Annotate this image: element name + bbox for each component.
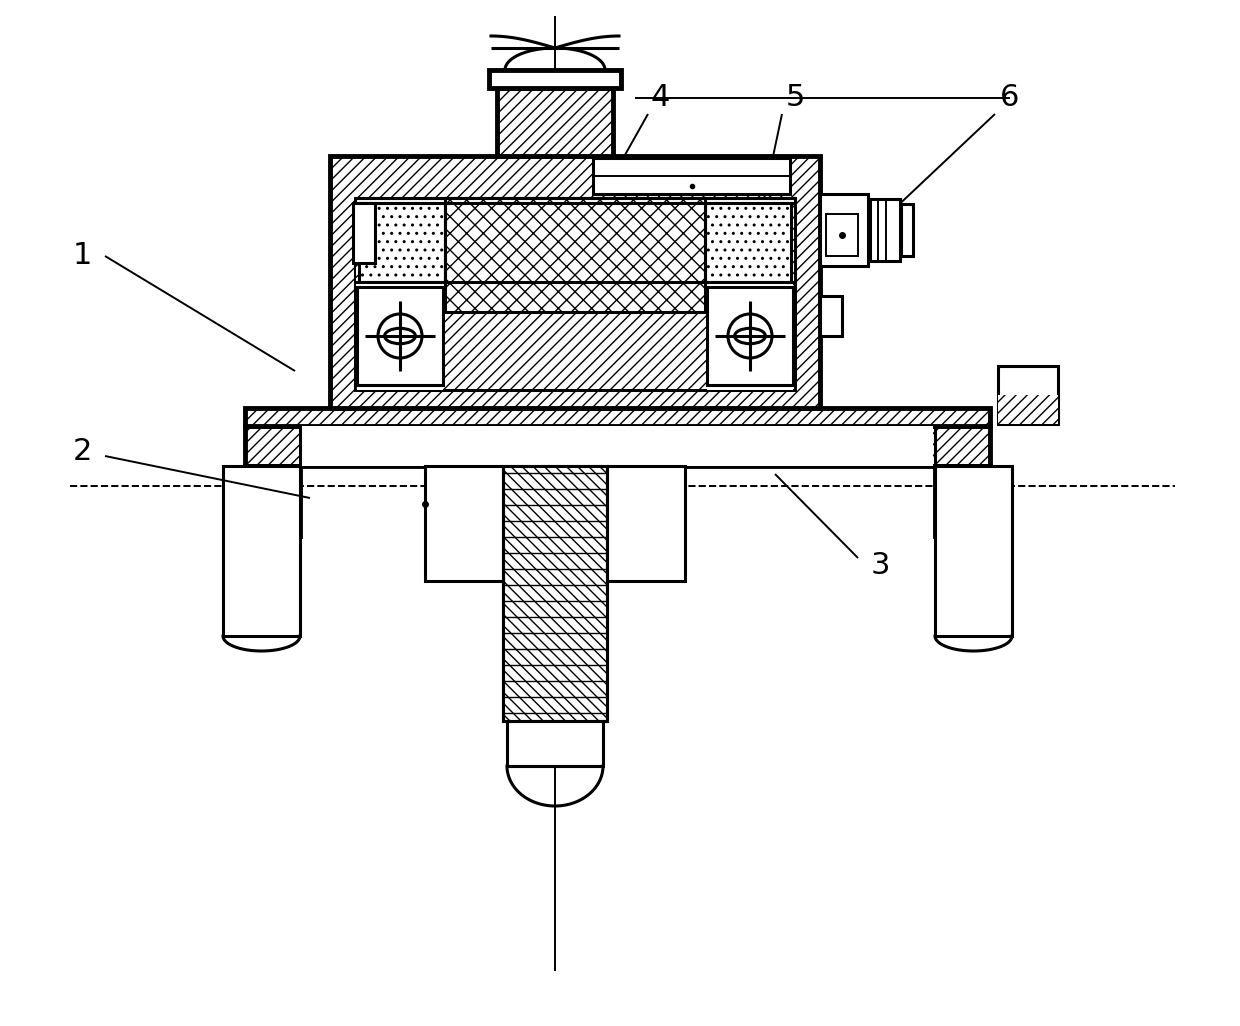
Bar — [706, 203, 791, 282]
Bar — [353, 203, 374, 263]
Bar — [357, 282, 443, 390]
Bar — [820, 194, 868, 266]
Ellipse shape — [734, 328, 765, 344]
Bar — [425, 466, 503, 581]
Bar — [489, 70, 621, 88]
Bar — [998, 366, 1058, 424]
Bar — [901, 204, 913, 256]
Bar — [330, 156, 820, 408]
Text: 5: 5 — [785, 83, 805, 113]
Text: 6: 6 — [1001, 83, 1019, 113]
Bar — [998, 395, 1058, 424]
Bar — [503, 466, 608, 721]
Bar — [497, 88, 613, 156]
Bar — [707, 282, 794, 390]
Bar — [246, 466, 300, 536]
Bar — [791, 203, 795, 282]
Bar — [246, 408, 990, 426]
Text: 1: 1 — [72, 241, 92, 271]
Ellipse shape — [384, 328, 415, 344]
Bar — [826, 214, 858, 256]
Bar — [355, 198, 795, 390]
Bar — [445, 198, 706, 312]
Bar — [357, 287, 443, 385]
Bar — [355, 203, 360, 282]
Bar — [820, 295, 842, 336]
Bar — [303, 426, 932, 466]
Text: 2: 2 — [72, 436, 92, 466]
Bar — [223, 466, 300, 636]
Text: 3: 3 — [870, 552, 890, 581]
Bar — [707, 287, 794, 385]
Bar — [870, 199, 900, 261]
Bar — [246, 426, 990, 466]
Bar — [507, 721, 603, 766]
Bar — [360, 203, 445, 282]
Bar — [355, 282, 795, 390]
Text: 4: 4 — [650, 83, 670, 113]
Bar — [503, 466, 608, 721]
Bar — [593, 158, 790, 194]
Bar — [935, 466, 1012, 636]
Bar — [935, 466, 990, 536]
Bar — [608, 466, 684, 581]
